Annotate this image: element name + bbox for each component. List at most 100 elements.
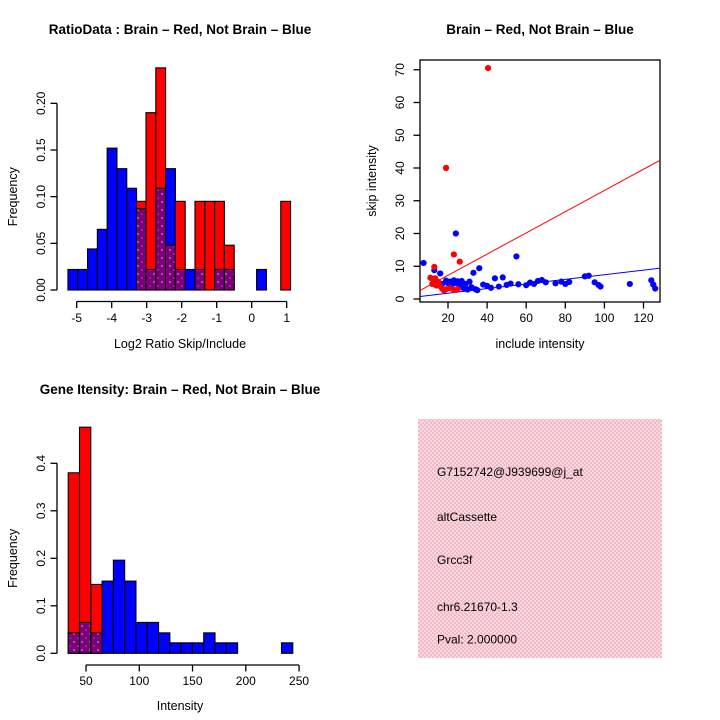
x-tick-label: 200	[236, 674, 256, 688]
y-axis: 0 10 20 30 40 50 60 70	[393, 63, 420, 302]
x-tick-label: 20	[441, 311, 455, 325]
y-tick-label: 40	[393, 161, 407, 175]
y-tick-label: 0.10	[34, 185, 48, 209]
red-bar	[280, 200, 292, 291]
info-line-5: Pval: 2.000000	[437, 633, 517, 647]
red-bar	[78, 426, 92, 654]
red-point	[431, 263, 438, 271]
overlap-bar	[67, 632, 81, 654]
y-tick-label: 0	[393, 295, 407, 302]
x-axis: 20 40 60 80 100 120	[441, 302, 654, 325]
red-point	[442, 164, 450, 172]
x-tick-label: 150	[183, 674, 203, 688]
overlap-bar	[90, 632, 103, 654]
x-axis-title: Intensity	[157, 699, 204, 713]
x-tick-label: 100	[594, 311, 614, 325]
x-tick-label: 250	[289, 674, 309, 688]
panel-ratio-histogram: RatioData : Brain – Red, Not Brain – Blu…	[6, 22, 312, 351]
x-tick-label: 100	[129, 674, 149, 688]
blue-point	[491, 275, 499, 282]
info-line-4: chr6.21670-1.3	[437, 600, 518, 614]
blue-point	[652, 285, 659, 292]
blue-bar	[112, 559, 126, 654]
histogram-bars	[67, 67, 292, 291]
blue-bar	[116, 168, 128, 291]
y-tick-label: 30	[393, 194, 407, 208]
x-tick-label: -5	[71, 311, 82, 325]
blue-point	[452, 230, 459, 237]
overlap-bar	[214, 268, 225, 291]
blue-point	[476, 265, 483, 272]
blue-bar	[169, 642, 182, 654]
red-point	[484, 65, 492, 72]
blue-bar	[135, 621, 148, 654]
overlap-bar	[136, 208, 147, 291]
red-point	[440, 287, 448, 294]
red-fit-line	[419, 160, 660, 291]
blue-bar	[67, 268, 79, 291]
blue-point	[626, 280, 633, 288]
y-tick-label: 10	[393, 259, 407, 273]
x-tick-label: 0	[248, 311, 255, 325]
histogram-bars	[67, 426, 294, 654]
blue-point	[466, 278, 473, 285]
x-tick-label: -4	[106, 311, 117, 325]
blue-bar	[180, 642, 193, 654]
overlap-bar	[174, 268, 186, 291]
blue-point	[474, 287, 481, 294]
blue-point	[495, 283, 502, 290]
info-line-1: G7152742@J939699@j_at	[437, 465, 583, 479]
y-tick-label: 0.05	[34, 231, 48, 255]
info-line-3: Grcc3f	[437, 553, 473, 567]
blue-bar	[101, 580, 114, 654]
info-line-2: altCassette	[437, 510, 497, 524]
blue-point	[542, 279, 549, 286]
x-tick-label: 50	[79, 674, 93, 688]
blue-bar	[124, 580, 137, 654]
y-tick-label: 0.2	[34, 550, 48, 567]
x-tick-label: 40	[480, 311, 494, 325]
blue-bar	[184, 268, 196, 291]
blue-bar	[77, 268, 89, 291]
blue-point	[515, 281, 522, 288]
blue-point	[513, 253, 520, 260]
panel-title: RatioData : Brain – Red, Not Brain – Blu…	[49, 22, 312, 37]
blue-bar	[280, 642, 294, 654]
y-tick-label: 0.3	[34, 502, 48, 519]
blue-bar	[146, 621, 160, 654]
y-tick-label: 0.00	[34, 278, 48, 302]
x-tick-label: 80	[559, 311, 573, 325]
y-tick-label: 0.20	[34, 91, 48, 115]
blue-bar	[191, 642, 205, 654]
blue-point	[597, 283, 604, 290]
x-tick-label: 60	[520, 311, 534, 325]
blue-point	[552, 280, 559, 287]
y-tick-label: 0.1	[34, 597, 48, 614]
y-axis-title: Frequency	[6, 528, 20, 588]
blue-bar	[203, 632, 216, 654]
blue-point	[507, 280, 514, 287]
y-tick-label: 0.4	[34, 455, 48, 472]
red-bar	[204, 200, 216, 291]
blue-point	[437, 270, 444, 277]
y-tick-label: 0.0	[34, 645, 48, 662]
red-point	[450, 251, 457, 258]
red-bar	[145, 112, 157, 291]
overlap-bar	[145, 268, 157, 291]
y-tick-label: 70	[393, 63, 407, 77]
y-tick-label: 50	[393, 128, 407, 142]
blue-bar	[214, 642, 227, 654]
y-tick-label: 60	[393, 96, 407, 110]
red-point	[456, 258, 463, 265]
panel-title: Gene Itensity: Brain – Red, Not Brain – …	[40, 382, 321, 397]
blue-point	[487, 284, 495, 291]
blue-point	[566, 278, 573, 286]
y-axis: 0.00 0.05 0.10 0.15 0.20	[34, 91, 58, 302]
info-background	[418, 419, 662, 658]
blue-point	[499, 274, 506, 281]
x-tick-label: 1	[283, 311, 290, 325]
y-tick-label: 0.15	[34, 138, 48, 162]
blue-bar	[87, 248, 98, 291]
